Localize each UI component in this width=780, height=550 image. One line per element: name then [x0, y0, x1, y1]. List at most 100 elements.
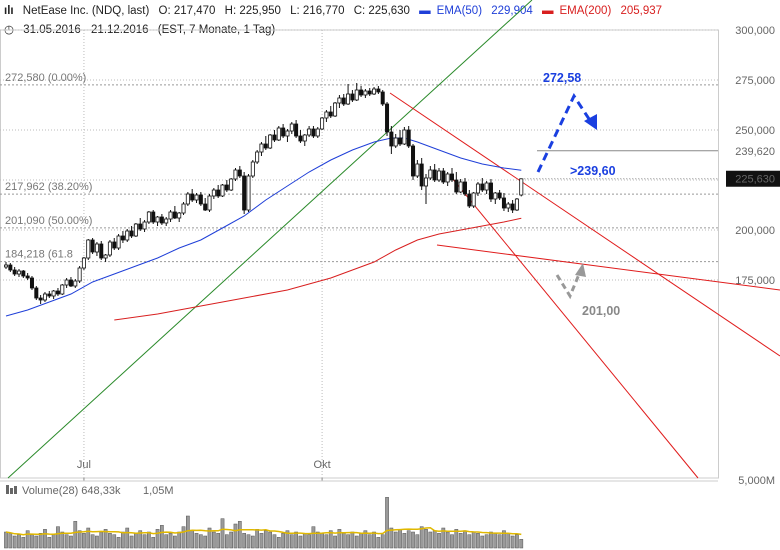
target-label-272: 272,58	[543, 71, 581, 85]
candle	[211, 188, 216, 199]
candle-body	[445, 173, 450, 183]
candle	[302, 134, 307, 146]
candle	[194, 193, 199, 203]
candle-body	[398, 137, 403, 145]
volume-bar	[281, 533, 285, 549]
candle-body	[155, 216, 160, 223]
candle-body	[480, 183, 485, 191]
y-tick-label: 200,000	[735, 225, 775, 237]
candle	[16, 269, 21, 277]
candle	[146, 211, 151, 224]
candle-body	[233, 169, 238, 180]
candle-body	[34, 287, 39, 299]
candle-body	[12, 269, 17, 275]
candle	[155, 216, 160, 226]
candle-body	[146, 211, 151, 223]
plot-frame	[0, 29, 719, 479]
candle	[120, 231, 125, 243]
candle	[432, 164, 437, 182]
candle	[64, 278, 69, 288]
volume-bar	[437, 533, 441, 549]
volume-bar	[307, 534, 311, 549]
candle	[168, 210, 173, 222]
volume-bar	[134, 533, 138, 549]
low-value: L: 216,770	[290, 5, 345, 17]
candle-body	[307, 128, 312, 136]
candle	[402, 127, 407, 145]
volume-bar	[467, 534, 472, 549]
candle	[190, 189, 195, 202]
candle	[263, 136, 268, 150]
volume-bar	[112, 534, 117, 549]
volume-bar	[34, 535, 39, 549]
candle-body	[81, 257, 86, 269]
ema50-label: EMA(50)	[436, 5, 483, 17]
candle	[94, 242, 99, 256]
volume-bar	[263, 530, 268, 549]
red-downtrend-line	[389, 92, 780, 357]
volume-bar	[497, 534, 502, 549]
volume-bar	[194, 533, 199, 549]
candle	[259, 142, 264, 156]
candle	[60, 284, 65, 295]
candle-body	[103, 254, 108, 259]
candle-body	[194, 194, 199, 201]
volume-bar	[142, 534, 147, 549]
fib-level-label: 272,580 (0.00%)	[5, 72, 86, 84]
candle-body	[177, 212, 182, 219]
candle	[467, 190, 472, 208]
green-uptrend-line	[7, 0, 533, 479]
candle	[86, 239, 91, 260]
candle	[185, 192, 190, 206]
candle-body	[484, 182, 489, 191]
candle-body	[120, 235, 125, 241]
candle-body	[250, 161, 255, 177]
candle-body	[328, 111, 333, 117]
candle	[458, 179, 463, 193]
candle-body	[333, 102, 338, 117]
candle	[298, 130, 303, 143]
candle	[519, 178, 524, 197]
volume-bar	[237, 521, 242, 549]
volume-bar	[515, 534, 519, 549]
candle	[454, 172, 459, 194]
candle-body	[220, 184, 225, 197]
candle-body	[285, 130, 290, 137]
volume-icon-bar	[14, 486, 17, 494]
candle-body	[164, 218, 169, 224]
candle	[372, 87, 377, 95]
volume-bar	[398, 529, 402, 549]
volume-bar	[177, 531, 182, 549]
volume-bar	[255, 529, 259, 549]
candle-body	[458, 181, 463, 193]
volume-bar	[47, 537, 52, 549]
candle	[333, 102, 338, 117]
candle	[462, 178, 467, 196]
candle	[307, 126, 312, 137]
volume-bar	[411, 531, 415, 549]
candle-body	[211, 189, 216, 197]
volume-bar	[186, 515, 190, 549]
volume-bar	[493, 533, 498, 549]
volume-bar	[181, 526, 186, 549]
y-tick-label: 300,000	[735, 25, 775, 37]
volume-bar	[103, 529, 108, 549]
volume-bar	[276, 537, 281, 549]
candle	[497, 190, 502, 200]
candle-body	[207, 195, 212, 211]
candle	[237, 166, 242, 178]
volume-bar	[108, 533, 112, 549]
volume-icon	[6, 485, 9, 494]
candle	[242, 172, 247, 214]
candle	[42, 292, 47, 302]
ema200-line	[114, 217, 522, 321]
candle	[77, 266, 82, 283]
candle-body	[55, 290, 60, 295]
volume-bar	[367, 534, 372, 549]
candle-body	[181, 203, 186, 214]
candle	[428, 166, 433, 180]
candles	[4, 83, 524, 304]
candle-body	[501, 197, 506, 209]
candle-body	[346, 93, 351, 105]
